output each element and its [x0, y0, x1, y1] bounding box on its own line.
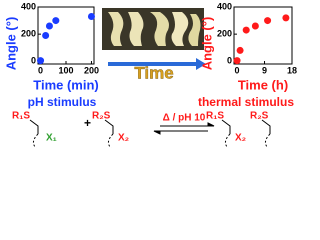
- x-axis-title: Time (min): [33, 77, 99, 92]
- y-tick-label: 200: [21, 29, 36, 39]
- data-point: [37, 57, 45, 65]
- scheme-label: R₁S: [206, 111, 224, 122]
- x-tick-label: 200: [84, 65, 99, 75]
- data-point: [87, 13, 95, 20]
- data-point: [45, 22, 53, 30]
- data-point: [42, 32, 50, 39]
- scheme-label: R₁S: [12, 111, 30, 122]
- right-stimulus: thermal stimulus: [198, 95, 294, 109]
- y-axis-title: Angle (°): [3, 17, 18, 71]
- y-tick-label: 0: [31, 56, 36, 66]
- x-tick-label: 0: [235, 65, 240, 75]
- data-point: [242, 26, 250, 34]
- scheme-label: X₂: [118, 133, 129, 144]
- data-point: [233, 57, 241, 65]
- scheme-label: X₁: [46, 133, 57, 144]
- figure: Time pH stimulus thermal stimulus R₁S X₁…: [3, 1, 297, 148]
- data-point: [264, 17, 272, 25]
- left-stimulus: pH stimulus: [28, 95, 97, 109]
- scheme-label: X₂: [235, 133, 246, 144]
- scheme-label: R₂S: [250, 111, 269, 122]
- x-axis-title: Time (h): [238, 77, 288, 92]
- data-point: [282, 14, 290, 22]
- scheme: [29, 119, 271, 148]
- y-tick-label: 200: [217, 29, 232, 39]
- y-tick-label: 400: [217, 1, 232, 11]
- scheme-label: R₂S: [92, 111, 111, 122]
- data-point: [251, 22, 259, 30]
- x-tick-label: 18: [287, 65, 297, 75]
- scheme-condition: Δ / pH 10: [163, 113, 206, 124]
- y-tick-label: 400: [21, 1, 36, 11]
- y-axis-title: Angle (°): [199, 17, 214, 71]
- x-tick-label: 100: [58, 65, 73, 75]
- x-tick-label: 0: [38, 65, 43, 75]
- data-point: [52, 17, 60, 25]
- time-arrow-head: [196, 58, 206, 70]
- x-tick-label: 9: [262, 65, 267, 75]
- photo: [102, 8, 204, 50]
- plot-frame: [233, 6, 293, 65]
- y-tick-label: 0: [227, 56, 232, 66]
- scheme-label: +: [84, 116, 91, 130]
- data-point: [236, 46, 244, 54]
- arrow-label: Time: [134, 63, 173, 82]
